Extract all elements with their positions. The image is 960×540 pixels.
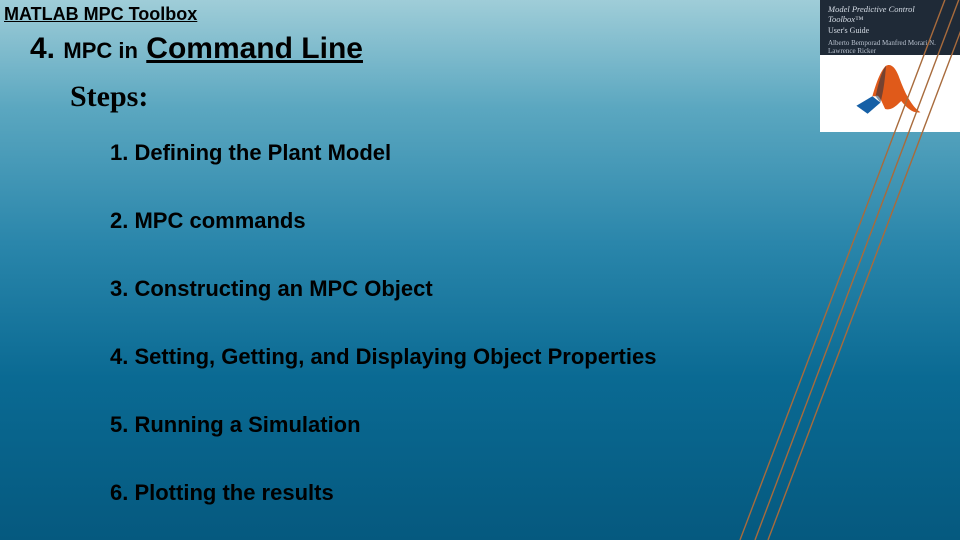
thumbnail-subtitle: User's Guide <box>828 26 952 35</box>
book-thumbnail: Model Predictive Control Toolbox™ User's… <box>820 0 960 132</box>
list-item: 2. MPC commands <box>110 208 870 234</box>
list-item: 3. Constructing an MPC Object <box>110 276 870 302</box>
section-subtext: MPC in <box>63 38 138 63</box>
list-item: 6. Plotting the results <box>110 480 870 506</box>
thumbnail-authors: Alberto Bemporad Manfred Morari N. Lawre… <box>828 39 952 55</box>
section-number: 4. <box>30 32 55 65</box>
section-title: 4. MPC in Command Line <box>30 32 363 66</box>
thumbnail-header: Model Predictive Control Toolbox™ User's… <box>820 0 960 55</box>
page-header: MATLAB MPC Toolbox <box>4 4 197 25</box>
steps-label: Steps: <box>70 80 148 114</box>
slide: MATLAB MPC Toolbox 4. MPC in Command Lin… <box>0 0 960 540</box>
section-main: Command Line <box>146 32 363 65</box>
steps-list: 1. Defining the Plant Model 2. MPC comma… <box>110 140 870 540</box>
list-item: 5. Running a Simulation <box>110 412 870 438</box>
thumbnail-title: Model Predictive Control Toolbox™ <box>828 5 952 25</box>
list-item: 1. Defining the Plant Model <box>110 140 870 166</box>
thumbnail-body <box>820 55 960 132</box>
matlab-logo-icon <box>850 61 930 125</box>
list-item: 4. Setting, Getting, and Displaying Obje… <box>110 344 870 370</box>
